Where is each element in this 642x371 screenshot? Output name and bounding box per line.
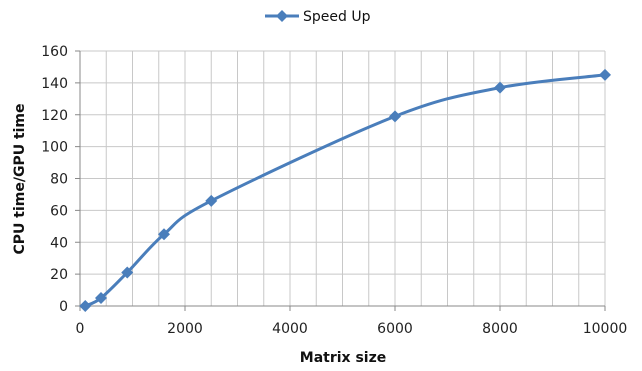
y-tick-label: 40: [50, 235, 68, 251]
data-point-marker: [389, 110, 401, 123]
data-point-marker: [79, 300, 92, 312]
data-point-marker: [158, 228, 170, 241]
data-point-marker: [599, 68, 611, 81]
legend-diamond-marker: [276, 10, 288, 22]
y-tick-label: 60: [50, 203, 68, 219]
y-tick-label: 160: [41, 44, 68, 60]
x-tick-label: 8000: [482, 321, 518, 337]
y-tick-label: 20: [50, 267, 68, 283]
y-tick-label: 80: [50, 172, 68, 188]
axes: [75, 50, 606, 311]
x-tick-label: 2000: [167, 321, 203, 337]
series-line: [84, 73, 606, 308]
y-axis-title: CPU time/GPU time: [12, 103, 28, 254]
x-tick-label: 0: [76, 321, 85, 337]
legend-label-speed-up: Speed Up: [303, 9, 371, 25]
y-tick-label: 100: [41, 140, 68, 156]
data-point-marker: [205, 194, 218, 207]
grid: [80, 50, 606, 307]
series-speed-up: [79, 68, 611, 312]
x-tick-label: 4000: [272, 321, 308, 337]
x-tick-labels: 0 2000 4000 6000 8000 10000: [76, 321, 628, 337]
x-axis-title: Matrix size: [300, 350, 386, 366]
x-tick-label: 6000: [377, 321, 413, 337]
x-tick-label: 10000: [583, 321, 628, 337]
legend: Speed Up: [265, 9, 371, 25]
data-point-marker: [121, 266, 134, 279]
data-point-marker: [95, 292, 107, 305]
y-tick-label: 120: [41, 108, 68, 124]
y-tick-labels: 0 20 40 60 80 100 120 140 160: [41, 44, 68, 315]
data-point-marker: [494, 81, 506, 94]
y-tick-label: 140: [41, 76, 68, 92]
y-tick-label: 0: [59, 299, 68, 315]
